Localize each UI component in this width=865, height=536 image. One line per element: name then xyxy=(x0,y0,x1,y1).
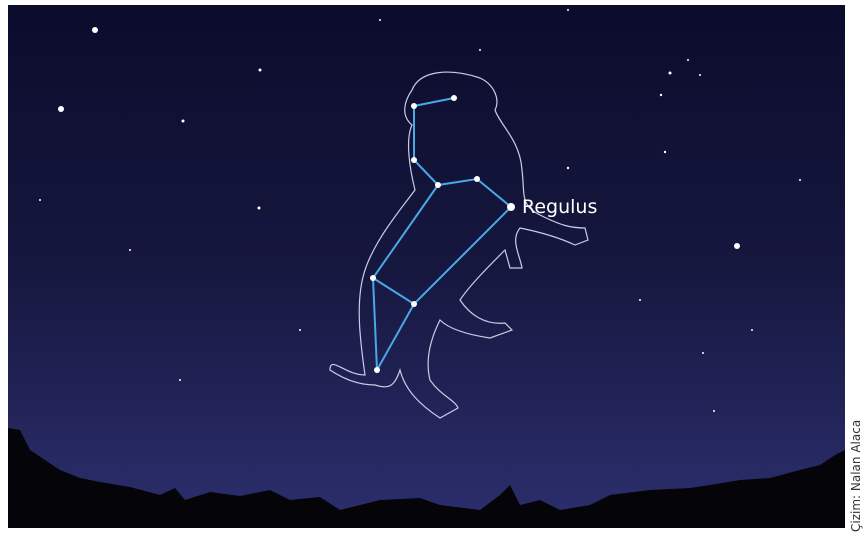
credit: Çizim: Nalan Alaca xyxy=(849,420,863,532)
illustration: Regulus Çizim: Nalan Alaca xyxy=(0,0,865,536)
star-label: Regulus xyxy=(522,196,597,218)
sky xyxy=(8,5,845,528)
